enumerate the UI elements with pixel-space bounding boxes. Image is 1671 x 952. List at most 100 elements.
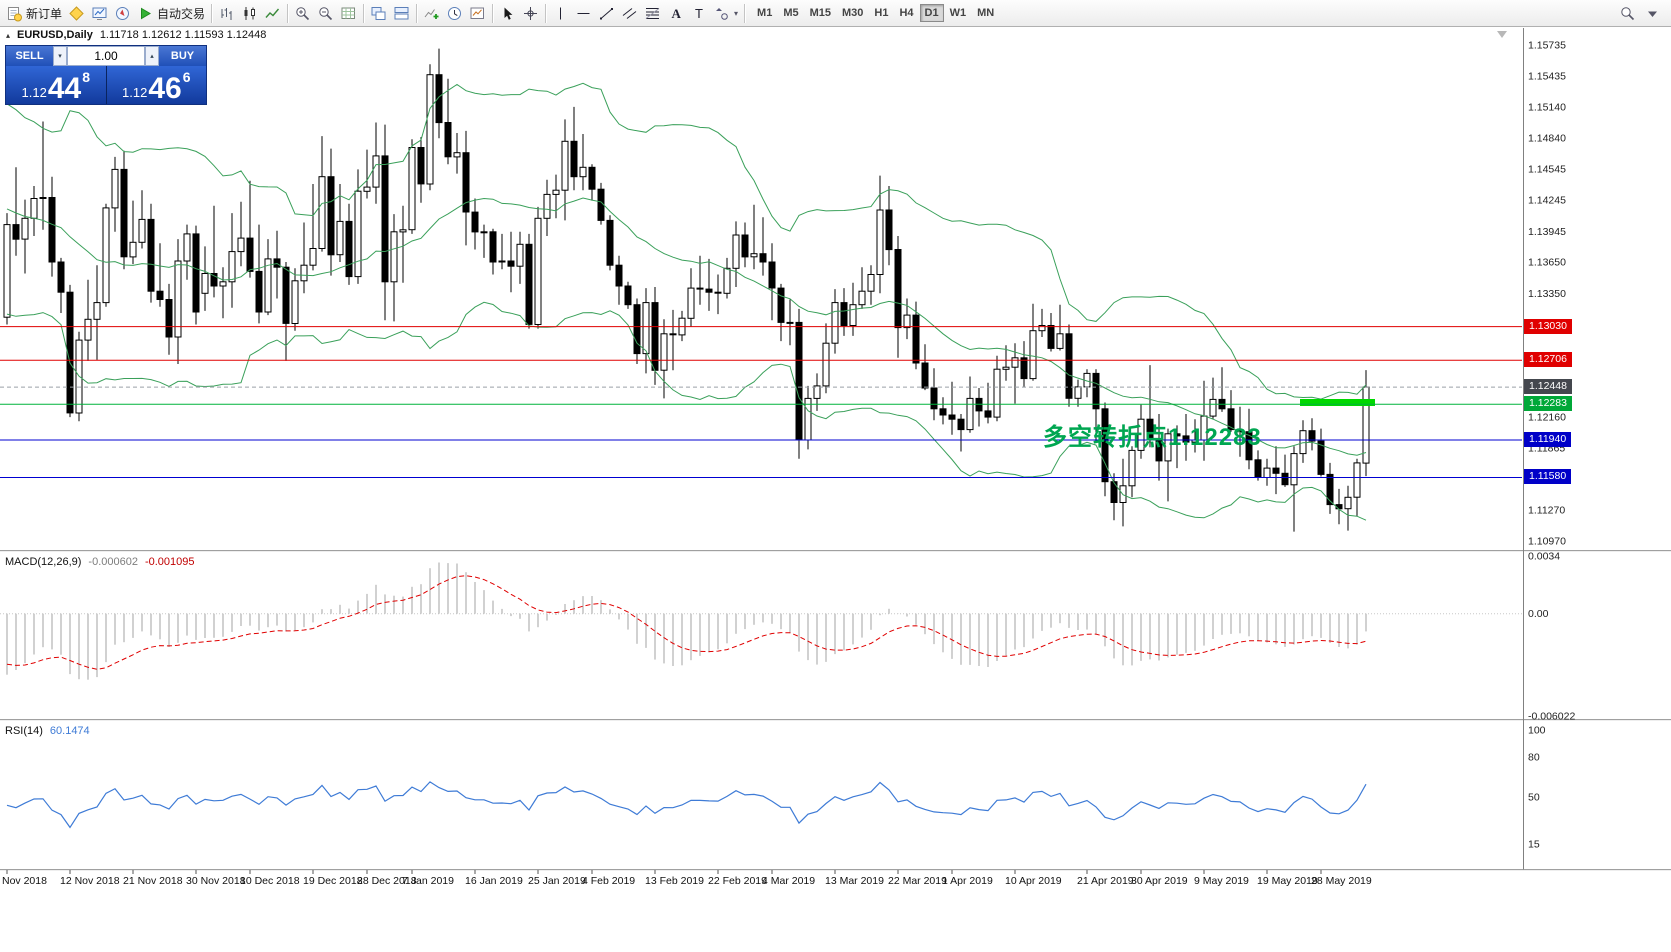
autotrading-button[interactable]: 自动交易 [134, 2, 208, 24]
timeframe-m30-button[interactable]: M30 [842, 7, 864, 19]
sell-price-prefix: 1.12 [21, 85, 47, 100]
svg-text:19 May 2019: 19 May 2019 [1257, 875, 1318, 887]
tile-windows-button[interactable] [367, 2, 390, 24]
market-watch-button[interactable] [88, 2, 111, 24]
svg-text:28 Dec 2018: 28 Dec 2018 [357, 875, 417, 887]
price-level-label[interactable]: 1.12283 [1524, 396, 1572, 411]
chart-grid-button[interactable] [337, 2, 360, 24]
volume-increase-button[interactable]: ▴ [145, 46, 159, 66]
crosshair-button[interactable] [519, 2, 542, 24]
market-watch-icon [91, 5, 108, 22]
svg-text:19 Dec 2018: 19 Dec 2018 [303, 875, 363, 887]
svg-text:12 Nov 2018: 12 Nov 2018 [60, 875, 120, 887]
sell-button-small[interactable]: SELL [6, 46, 53, 66]
current-price-label[interactable]: 1.12448 [1524, 379, 1572, 394]
svg-text:1.13650: 1.13650 [1528, 257, 1566, 269]
timeframe-m1-button[interactable]: M1 [757, 7, 773, 19]
svg-text:13 Mar 2019: 13 Mar 2019 [825, 875, 884, 887]
rsi-indicator-label: RSI(14) 60.1474 [5, 725, 90, 737]
one-click-toggle-icon[interactable]: ▴ [6, 30, 11, 40]
candle-type-icon [241, 5, 258, 22]
price-level-label[interactable]: 1.11940 [1524, 432, 1572, 447]
price-level-label[interactable]: 1.12706 [1524, 352, 1572, 367]
vertical-line-button[interactable] [549, 2, 572, 24]
sell-button[interactable]: 1.12 44 8 [6, 66, 107, 104]
ohlc-values: 1.11718 1.12612 1.11593 1.12448 [99, 29, 267, 41]
zoom-in-icon [294, 5, 311, 22]
metaeditor-button[interactable] [65, 2, 88, 24]
annotation-text[interactable]: 多空转折点1.12283 [1043, 424, 1262, 451]
price-level-label[interactable]: 1.11580 [1524, 469, 1572, 484]
svg-text:9 May 2019: 9 May 2019 [1194, 875, 1249, 887]
horizontal-line-button[interactable] [572, 2, 595, 24]
timeframe-toolbar: M1 M5 M15 M30 H1 H4 D1 W1 MN [752, 4, 999, 22]
templates-button[interactable] [466, 2, 489, 24]
toolbar-separator [287, 3, 289, 23]
timeframe-h1-button[interactable]: H1 [874, 7, 889, 19]
buy-button[interactable]: 1.12 46 6 [107, 66, 207, 104]
trendline-button[interactable] [595, 2, 618, 24]
bar-type-icon [218, 5, 235, 22]
svg-text:A: A [672, 6, 682, 21]
fibonacci-button[interactable] [641, 2, 664, 24]
macd-name: MACD(12,26,9) [5, 556, 82, 568]
buy-button-small[interactable]: BUY [159, 46, 206, 66]
timeframe-h4-button[interactable]: H4 [899, 7, 914, 19]
shapes-icon [713, 5, 730, 22]
price-level-label[interactable]: 1.13030 [1524, 319, 1572, 334]
one-click-trading-panel: SELL ▾ ▴ BUY 1.12 44 8 1.12 46 6 [5, 45, 207, 105]
toolbar-separator [211, 3, 213, 23]
timeframe-mn-button[interactable]: MN [977, 7, 995, 19]
zoom-out-button[interactable] [314, 2, 337, 24]
svg-text:13 Feb 2019: 13 Feb 2019 [645, 875, 704, 887]
candlestick-type-button[interactable] [238, 2, 261, 24]
time-axis[interactable] [0, 870, 1523, 890]
cursor-button[interactable] [496, 2, 519, 24]
panel-separator[interactable] [0, 716, 1671, 722]
svg-text:-0.006022: -0.006022 [1528, 711, 1575, 723]
panel-separator[interactable] [0, 547, 1671, 553]
new-order-label: 新订单 [26, 6, 63, 21]
svg-text:0.00: 0.00 [1528, 608, 1549, 620]
timeframe-w1-button[interactable]: W1 [949, 7, 967, 19]
search-button[interactable] [1616, 2, 1639, 24]
svg-text:1.13350: 1.13350 [1528, 288, 1566, 300]
volume-decrease-button[interactable]: ▾ [53, 46, 67, 66]
sell-price-pip: 8 [82, 69, 90, 85]
new-order-button[interactable]: 新订单 [3, 2, 65, 24]
text-button[interactable]: A [664, 2, 687, 24]
svg-text:100: 100 [1528, 725, 1546, 737]
price-axis[interactable] [1524, 28, 1671, 870]
macd-value: -0.000602 [88, 556, 138, 568]
channel-icon [621, 5, 638, 22]
cascade-windows-button[interactable] [390, 2, 413, 24]
svg-text:1.15735: 1.15735 [1528, 40, 1566, 52]
volume-input[interactable] [67, 46, 145, 66]
arrows-button[interactable]: ▾ [710, 2, 741, 24]
timeframe-m5-button[interactable]: M5 [783, 7, 799, 19]
timeframe-d1-button[interactable]: D1 [919, 4, 944, 22]
indicators-button[interactable] [420, 2, 443, 24]
navigator-icon [114, 5, 131, 22]
bar-chart-type-button[interactable] [215, 2, 238, 24]
svg-text:1.15435: 1.15435 [1528, 71, 1566, 83]
fibo-icon [644, 5, 661, 22]
toolbar-right-group [1616, 2, 1664, 24]
periods-button[interactable] [443, 2, 466, 24]
text-label-button[interactable]: T [687, 2, 710, 24]
symbol-name: EURUSD,Daily [17, 29, 93, 41]
timeframe-m15-button[interactable]: M15 [809, 7, 832, 19]
navigator-button[interactable] [111, 2, 134, 24]
rsi-value: 60.1474 [49, 725, 90, 737]
line-chart-type-button[interactable] [261, 2, 284, 24]
search-icon [1619, 5, 1636, 22]
svg-text:Nov 2018: Nov 2018 [2, 875, 47, 887]
vline-icon [552, 5, 569, 22]
crosshair-icon [522, 5, 539, 22]
panel-separator[interactable] [0, 866, 1671, 872]
svg-text:22 Feb 2019: 22 Feb 2019 [708, 875, 767, 887]
toolbar-options-button[interactable] [1641, 2, 1664, 24]
equidistant-channel-button[interactable] [618, 2, 641, 24]
zoom-in-button[interactable] [291, 2, 314, 24]
